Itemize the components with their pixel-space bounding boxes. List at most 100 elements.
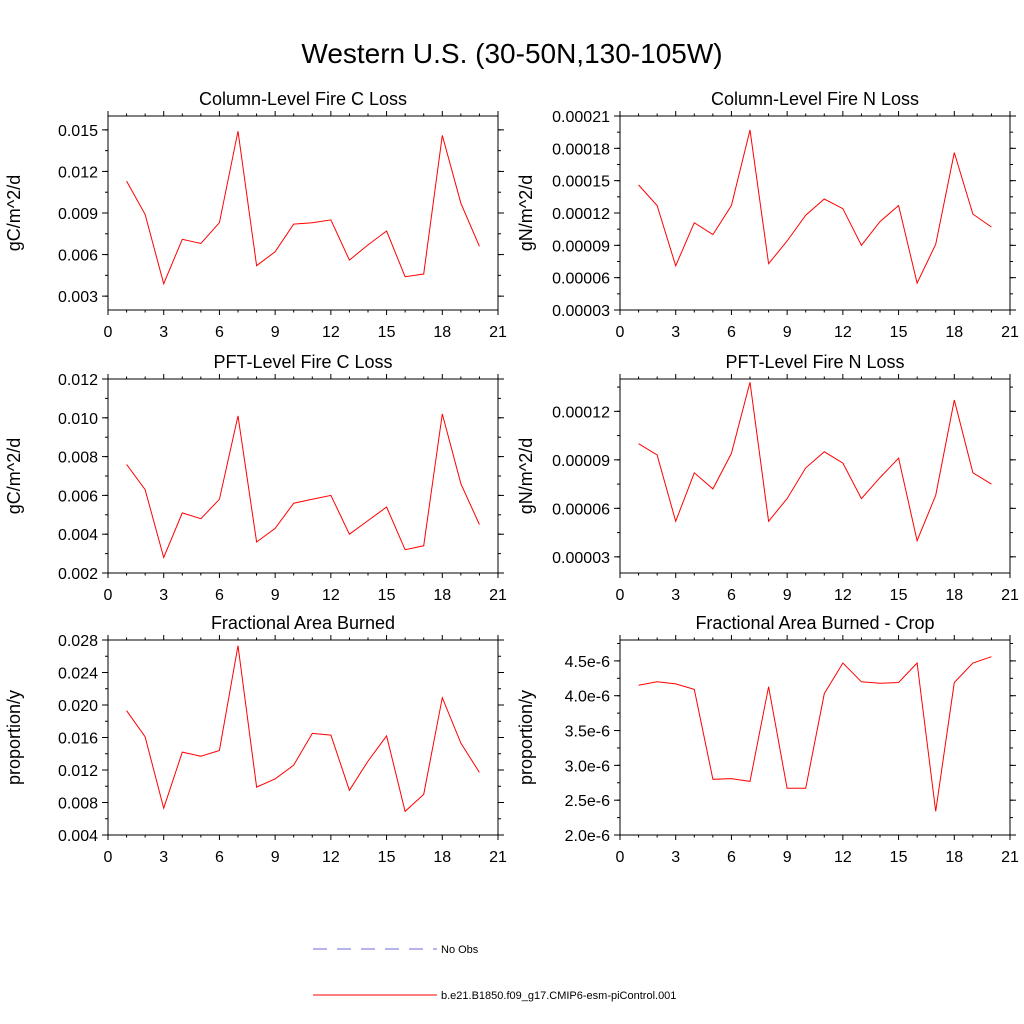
panel-4-ytick-label: 0.00003 [552, 550, 610, 567]
panel-6-ytick-label: 4.0e-6 [565, 689, 610, 706]
panel-4-ylabel: gN/m^2/d [516, 438, 536, 514]
panel-5-ytick-label: 0.020 [58, 698, 98, 715]
panel-2-xtick-label: 18 [945, 324, 963, 341]
panel-1-ytick-label: 0.003 [58, 289, 98, 306]
panel-4-xtick-label: 9 [783, 587, 792, 604]
panel-6-xtick-label: 18 [945, 849, 963, 866]
panel-4-xtick-label: 21 [1001, 587, 1019, 604]
panel-5-ylabel: proportion/y [4, 690, 24, 785]
panel-1-xtick-label: 6 [215, 324, 224, 341]
panel-1-xtick-label: 21 [489, 324, 507, 341]
panel-4-xtick-label: 6 [727, 587, 736, 604]
panel-2-xtick-label: 15 [890, 324, 908, 341]
panel-6-series-line [638, 656, 992, 812]
panel-4-xtick-label: 18 [945, 587, 963, 604]
panel-5-xtick-label: 6 [215, 849, 224, 866]
panel-3-ytick-label: 0.012 [58, 372, 98, 389]
panel-6-ytick-label: 4.5e-6 [565, 654, 610, 671]
panel-3-xtick-label: 3 [159, 587, 168, 604]
panel-3-ytick-label: 0.010 [58, 411, 98, 428]
panel-2-frame [619, 115, 1011, 311]
panel-2-xtick-label: 21 [1001, 324, 1019, 341]
panel-5-ytick-label: 0.004 [58, 828, 98, 845]
panel-1-xtick-label: 12 [322, 324, 340, 341]
panel-2-xtick-label: 9 [783, 324, 792, 341]
legend-label-no-obs: No Obs [441, 944, 479, 956]
panel-5-xtick-label: 0 [104, 849, 113, 866]
panel-2-ytick-label: 0.00015 [552, 174, 610, 191]
panel-3-title: PFT-Level Fire C Loss [213, 352, 392, 372]
panel-2-xtick-label: 12 [834, 324, 852, 341]
panel-3-ytick-label: 0.002 [58, 566, 98, 583]
panel-6-frame [619, 639, 1011, 836]
panel-2-xtick-label: 6 [727, 324, 736, 341]
panel-1-xtick-label: 3 [159, 324, 168, 341]
panel-3-xtick-label: 6 [215, 587, 224, 604]
panel-4-xtick-label: 0 [616, 587, 625, 604]
panel-3-ytick-label: 0.008 [58, 450, 98, 467]
panel-2-xtick-label: 3 [671, 324, 680, 341]
panel-6-xtick-label: 9 [783, 849, 792, 866]
panel-1-series-line [126, 131, 480, 286]
panel-3-xtick-label: 15 [378, 587, 396, 604]
panel-5-ytick-label: 0.016 [58, 731, 98, 748]
panel-6-ytick-label: 2.0e-6 [565, 828, 610, 845]
panel-6-ytick-label: 3.5e-6 [565, 724, 610, 741]
panel-2-ytick-label: 0.00009 [552, 238, 610, 255]
panel-1-ytick-label: 0.012 [58, 164, 98, 181]
panel-4-xtick-label: 12 [834, 587, 852, 604]
panel-6-xtick-label: 0 [616, 849, 625, 866]
panel-3-ytick-label: 0.004 [58, 527, 98, 544]
panel-1-xtick-label: 15 [378, 324, 396, 341]
panel-5-ytick-label: 0.028 [58, 633, 98, 650]
panel-5-frame [107, 639, 499, 836]
panel-2-series-line [638, 129, 992, 285]
panel-2-ytick-label: 0.00021 [552, 109, 610, 126]
panel-4-xtick-label: 15 [890, 587, 908, 604]
panel-2-ytick-label: 0.00003 [552, 303, 610, 320]
panel-3-xtick-label: 12 [322, 587, 340, 604]
panel-5-ytick-label: 0.012 [58, 763, 98, 780]
panel-1-xtick-label: 18 [433, 324, 451, 341]
figure-title: Western U.S. (30-50N,130-105W) [301, 38, 723, 69]
panel-3-xtick-label: 9 [271, 587, 280, 604]
panel-1-ytick-label: 0.009 [58, 206, 98, 223]
panel-2-ylabel: gN/m^2/d [516, 175, 536, 251]
panel-3-ylabel: gC/m^2/d [4, 438, 24, 514]
panel-4-frame [619, 378, 1011, 574]
panel-3-ytick-label: 0.006 [58, 488, 98, 505]
panel-6-xtick-label: 15 [890, 849, 908, 866]
panel-5-ytick-label: 0.024 [58, 666, 98, 683]
panel-2-ytick-label: 0.00012 [552, 206, 610, 223]
panel-3-frame [107, 378, 499, 574]
panel-2-ytick-label: 0.00006 [552, 271, 610, 288]
panel-4-ytick-label: 0.00009 [552, 453, 610, 470]
panel-6-ytick-label: 3.0e-6 [565, 758, 610, 775]
panel-6-ytick-label: 2.5e-6 [565, 793, 610, 810]
panel-5-xtick-label: 3 [159, 849, 168, 866]
legend-label-model: b.e21.B1850.f09_g17.CMIP6-esm-piControl.… [441, 990, 677, 1002]
panel-4-title: PFT-Level Fire N Loss [725, 352, 904, 372]
panel-4-xtick-label: 3 [671, 587, 680, 604]
panel-1-title: Column-Level Fire C Loss [199, 89, 407, 109]
panel-3-xtick-label: 0 [104, 587, 113, 604]
panel-1-ytick-label: 0.006 [58, 248, 98, 265]
panel-2-xtick-label: 0 [616, 324, 625, 341]
panel-6-xtick-label: 21 [1001, 849, 1019, 866]
panel-1-ylabel: gC/m^2/d [4, 175, 24, 251]
panel-1-ytick-label: 0.015 [58, 123, 98, 140]
panel-2-ytick-label: 0.00018 [552, 141, 610, 158]
panel-6-xtick-label: 3 [671, 849, 680, 866]
panel-6-ylabel: proportion/y [516, 690, 536, 785]
panel-6-title: Fractional Area Burned - Crop [695, 613, 934, 633]
panel-5-xtick-label: 15 [378, 849, 396, 866]
panel-3-series-line [126, 413, 480, 560]
panel-1-xtick-label: 9 [271, 324, 280, 341]
panel-5-series-line [126, 645, 480, 813]
panel-5-xtick-label: 12 [322, 849, 340, 866]
panel-1-frame [107, 115, 499, 311]
panel-6-xtick-label: 12 [834, 849, 852, 866]
panel-3-xtick-label: 21 [489, 587, 507, 604]
panel-5-xtick-label: 21 [489, 849, 507, 866]
